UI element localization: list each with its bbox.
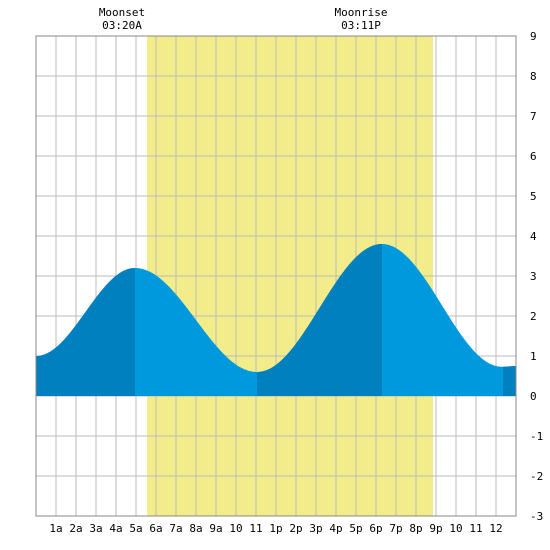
y-tick-label: 4 (530, 230, 537, 243)
y-tick-label: -1 (530, 430, 543, 443)
tide-area-layer (36, 244, 516, 396)
x-tick-label: 6a (149, 522, 162, 535)
x-tick-label: 2a (69, 522, 82, 535)
x-tick-label: 4a (109, 522, 122, 535)
x-tick-label: 1p (269, 522, 282, 535)
x-tick-label: 9a (209, 522, 222, 535)
y-tick-label: 9 (530, 30, 537, 43)
x-tick-label: 1a (49, 522, 62, 535)
x-tick-label: 10 (449, 522, 462, 535)
y-tick-label: 2 (530, 310, 537, 323)
x-tick-label: 11 (469, 522, 482, 535)
tide-area-dark-band (36, 268, 135, 396)
tide-area-dark-band (257, 244, 382, 396)
x-tick-label: 7p (389, 522, 402, 535)
moonset-time: 03:20A (102, 19, 142, 32)
moonset-label-group: Moonset 03:20A (92, 6, 152, 32)
y-tick-label: 3 (530, 270, 537, 283)
x-tick-label: 11 (249, 522, 262, 535)
x-tick-label: 12 (489, 522, 502, 535)
x-tick-label: 10 (229, 522, 242, 535)
x-tick-label: 2p (289, 522, 302, 535)
y-tick-label: -2 (530, 470, 543, 483)
x-tick-label: 8p (409, 522, 422, 535)
x-tick-label: 4p (329, 522, 342, 535)
x-tick-label: 5p (349, 522, 362, 535)
y-tick-label: 1 (530, 350, 537, 363)
x-axis-tick-labels: 1a 2a 3a 4a 5a 6a 7a 8a 9a 10 11 1p 2p 3p 4p 5p 6p 7p 8p 9p… (49, 522, 502, 535)
moonrise-time: 03:11P (341, 19, 381, 32)
x-tick-label: 9p (429, 522, 442, 535)
moonrise-label: Moonrise (334, 6, 388, 19)
y-axis-tick-labels: -3 -2 -1 0 1 2 3 4 5 6 7 8 9 (530, 30, 543, 523)
x-tick-label: 3p (309, 522, 322, 535)
tide-area-dark-band (503, 366, 516, 396)
y-tick-label: 6 (530, 150, 537, 163)
x-tick-label: 8a (189, 522, 202, 535)
x-tick-label: 6p (369, 522, 382, 535)
y-tick-label: 8 (530, 70, 537, 83)
x-tick-label: 5a (129, 522, 142, 535)
y-tick-label: 0 (530, 390, 537, 403)
y-tick-label: -3 (530, 510, 543, 523)
tide-area (36, 244, 516, 396)
moonset-label: Moonset (98, 6, 146, 19)
plot-frame (35, 35, 517, 517)
x-tick-label: 7a (169, 522, 182, 535)
x-tick-label: 3a (89, 522, 102, 535)
y-tick-label: 5 (530, 190, 537, 203)
moonrise-label-group: Moonrise 03:11P (328, 6, 394, 32)
y-tick-label: 7 (530, 110, 537, 123)
